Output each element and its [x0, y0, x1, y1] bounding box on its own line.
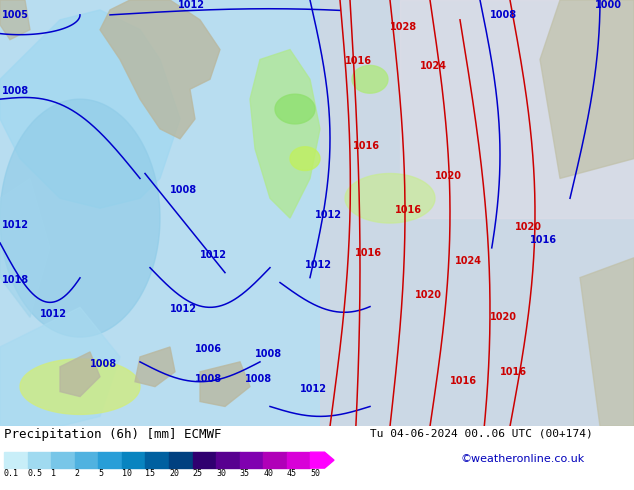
Text: 1008: 1008 [90, 359, 117, 369]
Text: 1012: 1012 [300, 384, 327, 393]
Text: 1024: 1024 [420, 61, 447, 72]
Text: Tu 04-06-2024 00..06 UTC (00+174): Tu 04-06-2024 00..06 UTC (00+174) [370, 428, 593, 438]
Polygon shape [135, 347, 175, 387]
Text: 30: 30 [216, 469, 226, 478]
Polygon shape [0, 307, 120, 426]
Text: 1008: 1008 [245, 374, 272, 384]
Polygon shape [275, 94, 315, 124]
Polygon shape [345, 173, 435, 223]
Polygon shape [352, 66, 388, 93]
Text: 1018: 1018 [2, 274, 29, 285]
Polygon shape [20, 359, 140, 415]
Text: 1016: 1016 [395, 205, 422, 215]
Text: 1008: 1008 [195, 374, 222, 384]
Text: 1005: 1005 [2, 10, 29, 20]
Text: 1016: 1016 [355, 248, 382, 258]
Polygon shape [290, 147, 320, 171]
Text: ©weatheronline.co.uk: ©weatheronline.co.uk [460, 454, 585, 464]
Text: Precipitation (6h) [mm] ECMWF: Precipitation (6h) [mm] ECMWF [4, 428, 221, 441]
Text: 1020: 1020 [490, 312, 517, 322]
Polygon shape [0, 10, 180, 208]
Polygon shape [320, 0, 634, 426]
Text: 50: 50 [311, 469, 320, 478]
Text: 1: 1 [51, 469, 56, 478]
Polygon shape [100, 0, 220, 139]
Text: 1008: 1008 [255, 349, 282, 359]
Text: 2: 2 [75, 469, 80, 478]
Text: 1012: 1012 [2, 220, 29, 230]
Bar [216, 452, 240, 468]
Bar [287, 452, 311, 468]
Bar [51, 452, 75, 468]
Text: 45: 45 [287, 469, 297, 478]
Text: 1016: 1016 [500, 367, 527, 377]
Polygon shape [580, 258, 634, 426]
Polygon shape [0, 0, 30, 40]
Text: 1020: 1020 [415, 291, 442, 300]
Bar [263, 452, 287, 468]
Text: 1012: 1012 [315, 210, 342, 220]
Text: 1008: 1008 [170, 185, 197, 196]
Bar [75, 452, 98, 468]
Text: 1012: 1012 [200, 250, 227, 260]
Text: 0.5: 0.5 [27, 469, 42, 478]
Text: 1012: 1012 [170, 304, 197, 314]
Text: 1016: 1016 [530, 235, 557, 245]
Polygon shape [250, 49, 320, 218]
Text: 1020: 1020 [515, 222, 542, 232]
Polygon shape [0, 99, 160, 337]
Text: 1008: 1008 [490, 10, 517, 20]
Text: 1006: 1006 [195, 344, 222, 354]
Text: 10: 10 [122, 469, 132, 478]
Text: 1028: 1028 [390, 22, 417, 32]
Text: 5: 5 [98, 469, 103, 478]
Text: 1012: 1012 [305, 260, 332, 270]
Bar [193, 452, 216, 468]
Text: 35: 35 [240, 469, 250, 478]
Bar [122, 452, 145, 468]
Bar [4, 452, 27, 468]
Bar [240, 452, 263, 468]
Bar [27, 452, 51, 468]
Text: 15: 15 [145, 469, 155, 478]
Text: 1012: 1012 [40, 309, 67, 319]
Text: 1024: 1024 [455, 256, 482, 266]
Text: 1008: 1008 [2, 86, 29, 96]
Polygon shape [540, 0, 634, 178]
Text: 1000: 1000 [595, 0, 622, 10]
Text: 1016: 1016 [450, 376, 477, 386]
Text: 0.1: 0.1 [4, 469, 19, 478]
Bar [98, 452, 122, 468]
Text: 1012: 1012 [178, 0, 205, 10]
Polygon shape [0, 178, 50, 317]
Bar [145, 452, 169, 468]
Bar [169, 452, 193, 468]
Polygon shape [311, 452, 334, 468]
Bar [400, 0, 634, 218]
Text: 25: 25 [193, 469, 203, 478]
Polygon shape [60, 352, 100, 396]
Text: 1020: 1020 [435, 171, 462, 181]
Polygon shape [200, 362, 250, 407]
Text: 1016: 1016 [353, 141, 380, 151]
Text: 20: 20 [169, 469, 179, 478]
Text: 1016: 1016 [345, 56, 372, 66]
Text: 40: 40 [263, 469, 273, 478]
